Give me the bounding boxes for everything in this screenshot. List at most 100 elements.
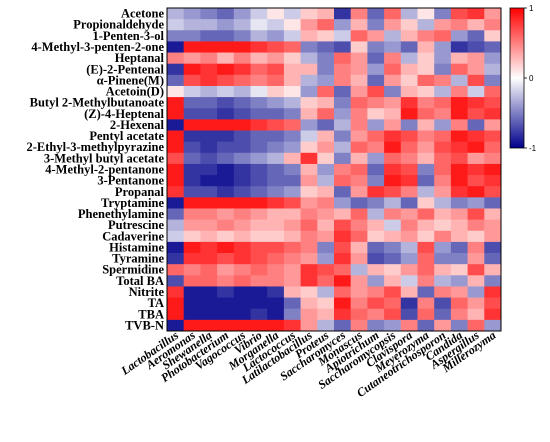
heatmap-cell xyxy=(250,264,268,276)
heatmap-cell xyxy=(334,8,352,20)
heatmap-cell xyxy=(367,108,385,120)
row-label: α-Pinene(M) xyxy=(97,73,164,87)
colorbar-gradient xyxy=(509,7,525,149)
heatmap-cell xyxy=(434,308,452,321)
heatmap-cell xyxy=(434,85,452,98)
heatmap-cell xyxy=(233,119,251,131)
heatmap-cell xyxy=(217,319,235,332)
heatmap-cell xyxy=(384,175,402,187)
heatmap-cell xyxy=(283,253,301,265)
row-labels: AcetonePropionaldehyde1-Penten-3-ol4-Met… xyxy=(27,7,165,333)
heatmap-cell xyxy=(334,197,352,209)
heatmap-cell xyxy=(334,308,352,321)
heatmap-cell xyxy=(434,219,452,232)
heatmap-cell xyxy=(217,119,235,131)
heatmap-cell xyxy=(400,308,418,321)
heatmap-cell xyxy=(200,186,218,198)
heatmap-cell xyxy=(283,241,301,254)
heatmap-cell xyxy=(350,197,368,209)
heatmap-cell xyxy=(217,175,235,187)
heatmap-cell xyxy=(283,8,301,20)
heatmap-cell xyxy=(317,297,335,310)
heatmap-cell xyxy=(467,241,485,254)
heatmap-cell xyxy=(300,286,318,298)
row-label: Tryptamine xyxy=(101,196,164,210)
heatmap-cell xyxy=(467,30,485,42)
heatmap-cell xyxy=(450,152,468,165)
row-label: Propionaldehyde xyxy=(73,18,164,32)
heatmap-cell xyxy=(300,308,318,321)
heatmap-cell xyxy=(200,308,218,321)
heatmap-cell xyxy=(200,264,218,276)
heatmap-cell xyxy=(317,30,335,42)
heatmap-cell xyxy=(317,253,335,265)
heatmap-cell xyxy=(250,297,268,310)
heatmap-cell xyxy=(467,275,485,287)
heatmap-cell xyxy=(484,130,502,143)
heatmap-cell xyxy=(233,308,251,321)
heatmap-cell xyxy=(400,130,418,143)
heatmap-cell xyxy=(283,85,301,98)
heatmap-cell xyxy=(434,275,452,287)
heatmap-cell xyxy=(484,319,502,332)
heatmap-cell xyxy=(434,19,452,31)
row-label: Acetone xyxy=(121,7,164,21)
heatmap-cell xyxy=(334,19,352,31)
row-label: Spermidine xyxy=(102,263,164,277)
heatmap-cell xyxy=(400,319,418,332)
heatmap-cell xyxy=(484,197,502,209)
heatmap-cell xyxy=(350,19,368,31)
heatmap-cell xyxy=(183,19,201,31)
heatmap-cell xyxy=(283,264,301,276)
heatmap-cell xyxy=(467,286,485,298)
heatmap-cell xyxy=(300,97,318,109)
heatmap-cell xyxy=(300,253,318,265)
row-label: Pentyl acetate xyxy=(89,129,164,143)
heatmap-cell xyxy=(283,319,301,332)
heatmap-cell xyxy=(317,63,335,76)
heatmap-cell xyxy=(417,52,435,65)
heatmap-cell xyxy=(267,253,285,265)
heatmap-cell xyxy=(484,308,502,321)
heatmap-cell xyxy=(450,74,468,87)
heatmap-cell xyxy=(484,119,502,131)
heatmap-cell xyxy=(217,108,235,120)
heatmap-cell xyxy=(417,186,435,198)
heatmap-cell xyxy=(350,253,368,265)
heatmap-cell xyxy=(200,152,218,165)
heatmap-cell xyxy=(417,85,435,98)
heatmap-cell xyxy=(200,97,218,109)
heatmap-cell xyxy=(233,41,251,53)
heatmap-cell xyxy=(467,319,485,332)
heatmap-cell xyxy=(200,85,218,98)
heatmap-cell xyxy=(467,63,485,76)
heatmap-cell xyxy=(233,275,251,287)
heatmap-cell xyxy=(384,297,402,310)
heatmap-cell xyxy=(450,141,468,154)
heatmap-cell xyxy=(267,308,285,321)
heatmap-cell xyxy=(183,219,201,232)
heatmap-cell xyxy=(267,186,285,198)
heatmap-cell xyxy=(384,163,402,176)
heatmap-cell xyxy=(267,41,285,53)
heatmap-cell xyxy=(167,286,185,298)
heatmap-cell xyxy=(417,308,435,321)
row-label: Tyramine xyxy=(112,252,164,266)
heatmap-cell xyxy=(484,141,502,154)
heatmap-cell xyxy=(250,52,268,65)
heatmap-cell xyxy=(183,275,201,287)
heatmap-cell xyxy=(434,130,452,143)
heatmap-cell xyxy=(283,186,301,198)
heatmap-cell xyxy=(167,163,185,176)
heatmap-cell xyxy=(334,30,352,42)
heatmap-cell xyxy=(283,41,301,53)
heatmap-cell xyxy=(267,19,285,31)
heatmap-cell xyxy=(233,297,251,310)
heatmap-cell xyxy=(484,63,502,76)
heatmap-cell xyxy=(400,264,418,276)
heatmap-cell xyxy=(300,30,318,42)
row-label: 4-Methyl-2-pentanone xyxy=(45,163,164,177)
heatmap-cell xyxy=(233,130,251,143)
heatmap-cell xyxy=(484,8,502,20)
